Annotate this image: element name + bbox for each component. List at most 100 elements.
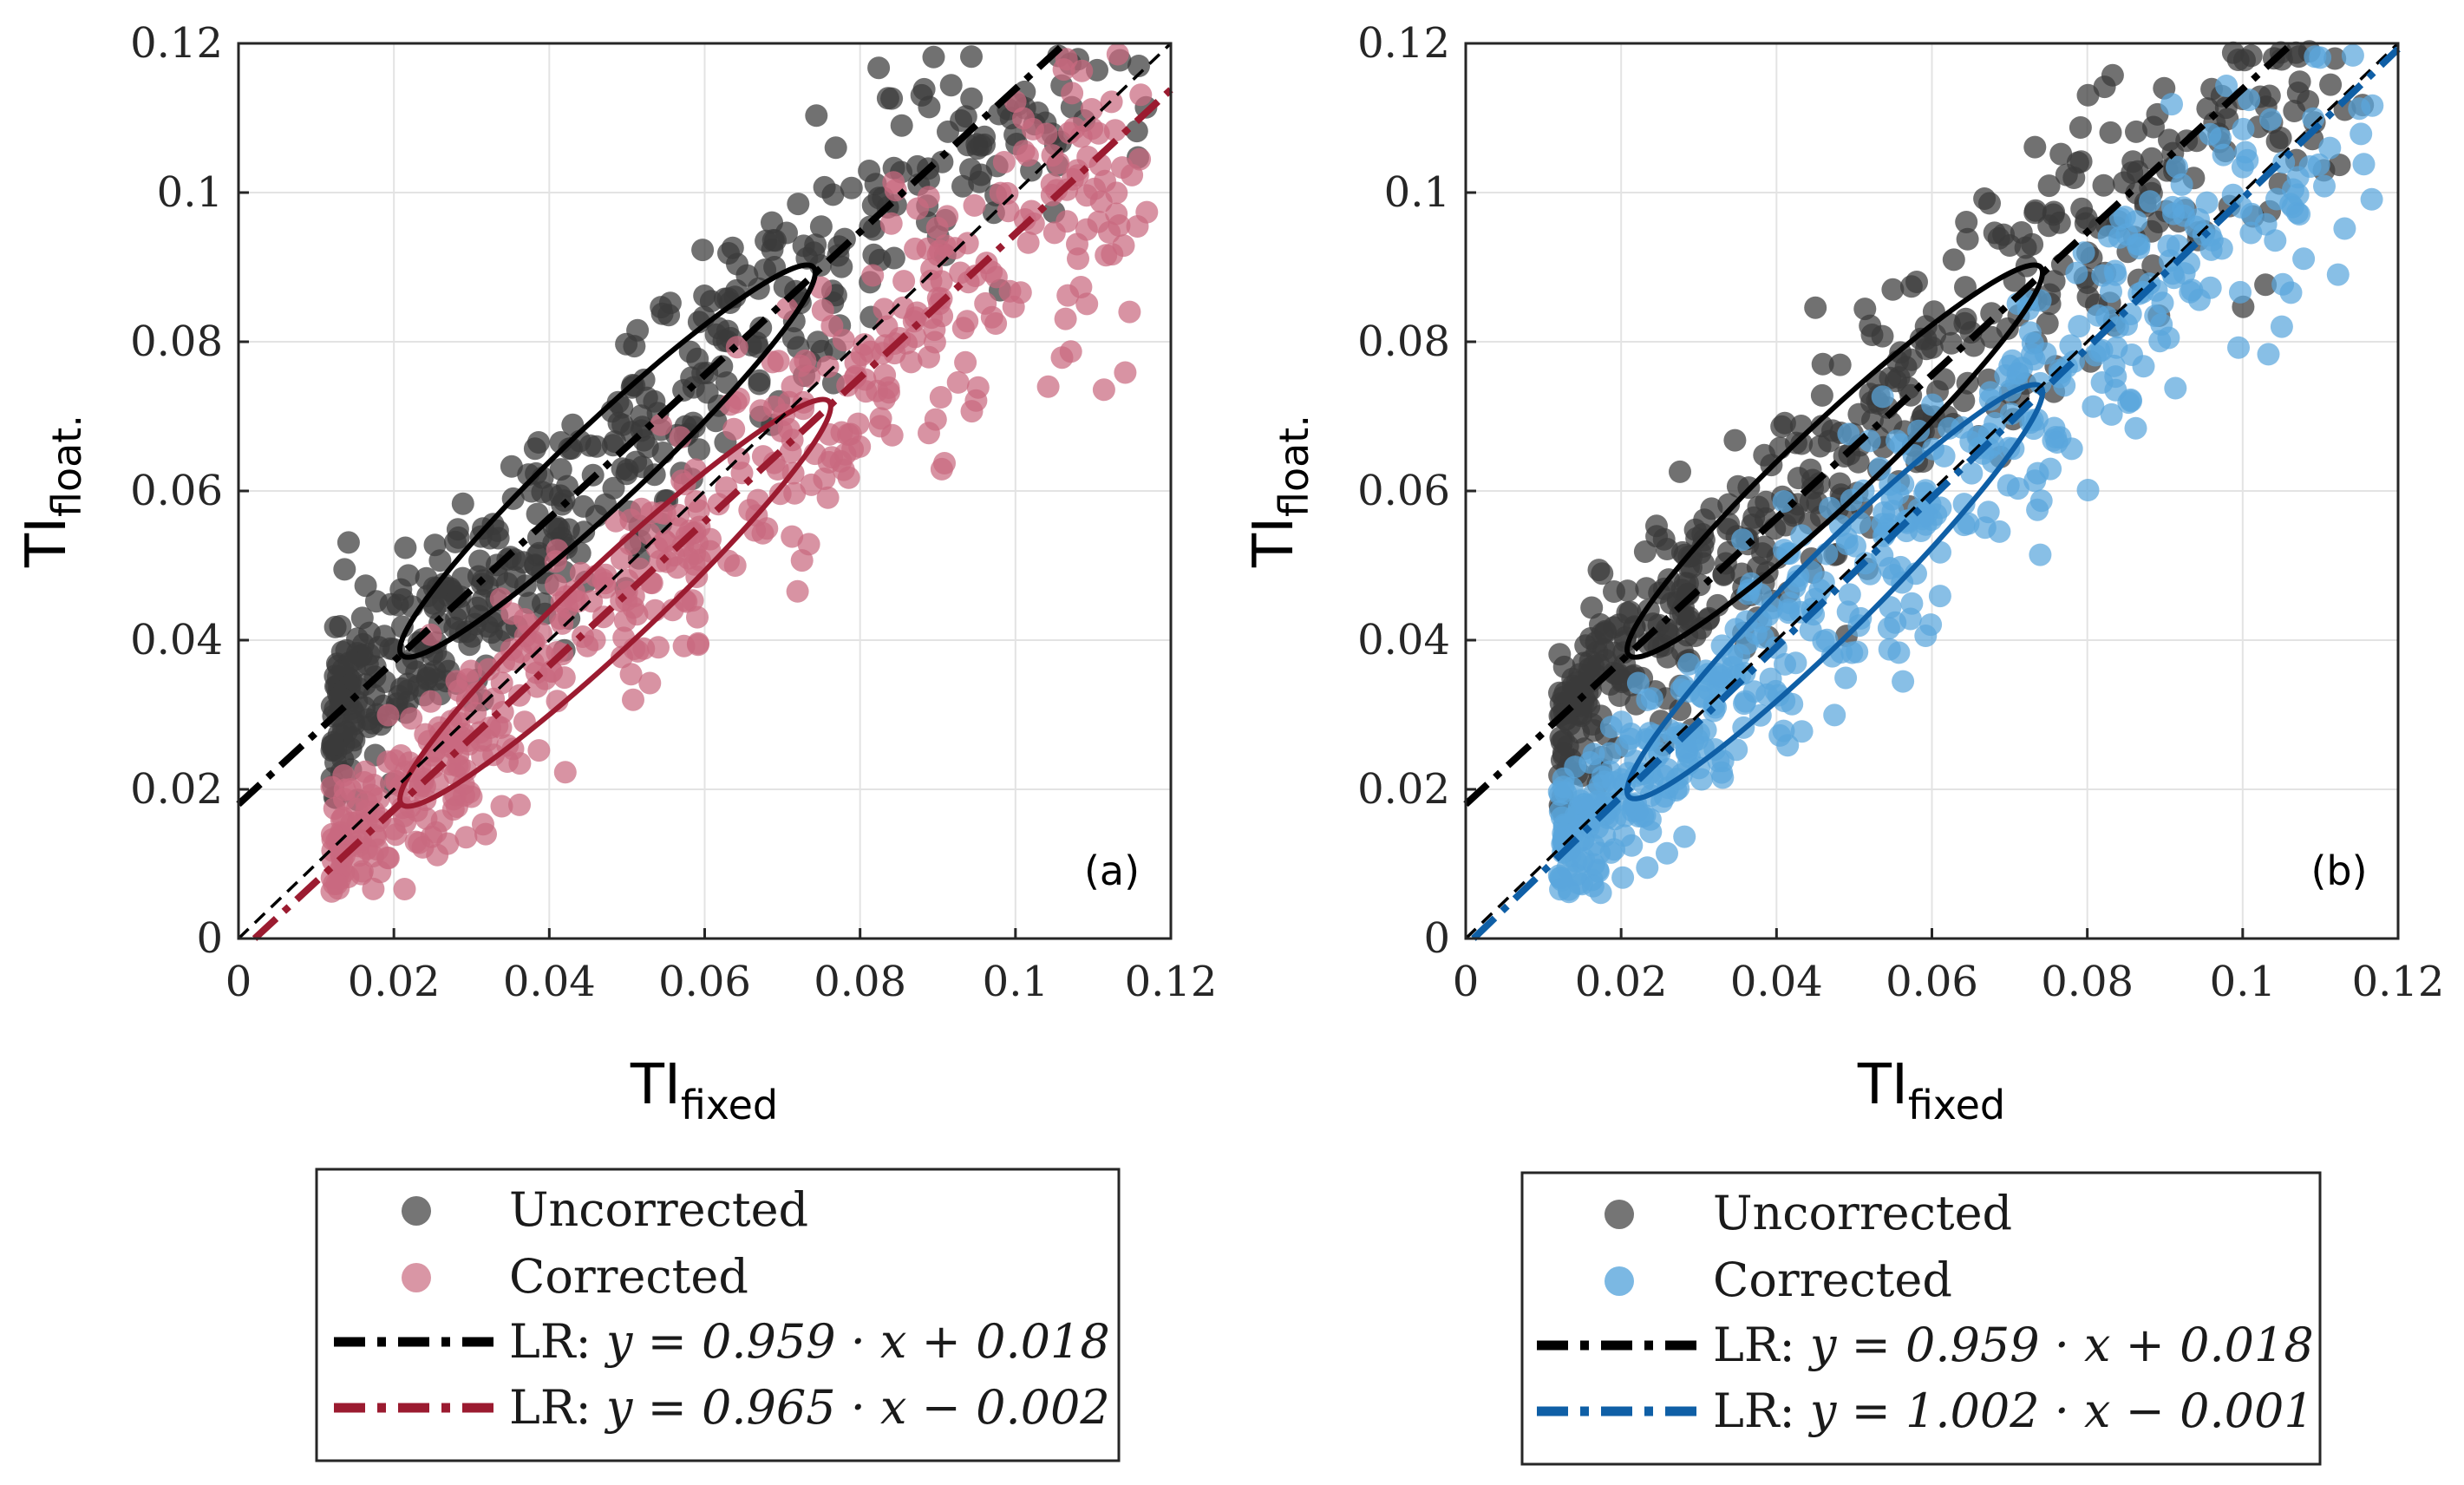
- reference-line-1to1: [237, 42, 1173, 940]
- corrected-point: [811, 298, 834, 322]
- corrected-point: [650, 413, 673, 436]
- uncorrected-point: [354, 574, 377, 598]
- corrected-point: [362, 877, 385, 900]
- uncorrected-point: [1125, 120, 1148, 143]
- uncorrected-point: [335, 638, 358, 662]
- corrected-point: [2115, 313, 2138, 337]
- uncorrected-point: [657, 304, 681, 327]
- corrected-point: [786, 579, 809, 603]
- uncorrected-point: [2141, 254, 2165, 278]
- corrected-point: [1054, 307, 1077, 330]
- corrected-point: [1611, 866, 1635, 889]
- uncorrected-point: [391, 588, 415, 612]
- corrected-point: [625, 603, 649, 626]
- corrected-point: [1593, 824, 1617, 847]
- uncorrected-point: [394, 536, 417, 559]
- legend-label-lr-uncorrected-b: LR: y = 0.959 · x + 0.018: [1713, 1318, 2314, 1372]
- uncorrected-point: [2023, 135, 2047, 159]
- corrected-point: [918, 345, 940, 369]
- corrected-point: [1878, 557, 1901, 579]
- corrected-point: [2313, 174, 2336, 198]
- x-axis-label-b: TIfixed: [1857, 1053, 2005, 1128]
- corrected-point: [2117, 391, 2140, 415]
- corrected-point: [1640, 687, 1663, 710]
- uncorrected-point: [350, 606, 374, 630]
- uncorrected-point: [2092, 173, 2115, 197]
- uncorrected-point: [890, 114, 913, 137]
- corrected-point: [1092, 378, 1115, 402]
- legend-box-a: [315, 1168, 1121, 1462]
- x-tick-label: 0: [225, 958, 252, 1006]
- corrected-point: [1772, 490, 1795, 514]
- corrected-point: [997, 200, 1020, 223]
- corrected-point: [2238, 88, 2261, 112]
- uncorrected-point: [1656, 645, 1679, 669]
- uncorrected-point: [500, 455, 523, 478]
- corrected-point: [333, 778, 356, 801]
- uncorrected-point: [527, 431, 550, 454]
- corrected-point: [2350, 122, 2373, 146]
- uncorrected-point: [558, 437, 581, 461]
- uncorrected-point: [1773, 411, 1796, 435]
- uncorrected-point: [939, 74, 963, 97]
- corrected-point: [1884, 611, 1907, 634]
- corrected-point: [384, 823, 408, 847]
- y-tick-label: 0: [1423, 914, 1450, 963]
- corrected-point: [1759, 667, 1782, 690]
- corrected-point: [1988, 520, 2011, 543]
- corrected-point: [1921, 393, 1944, 416]
- uncorrected-point: [781, 327, 805, 350]
- uncorrected-point: [1956, 227, 1979, 251]
- corrected-point: [1952, 493, 1976, 516]
- corrected-point: [2166, 155, 2188, 179]
- uncorrected-point: [1591, 562, 1614, 585]
- uncorrected-point: [2121, 150, 2145, 173]
- corrected-point: [767, 350, 790, 373]
- uncorrected-point: [1808, 435, 1832, 458]
- corrected-point: [1572, 828, 1594, 851]
- corrected-point: [490, 671, 513, 695]
- uncorrected-point: [748, 372, 771, 396]
- corrected-point: [2286, 166, 2310, 189]
- corrected-point: [1089, 190, 1113, 213]
- corrected-point: [873, 298, 896, 321]
- corrected-point: [832, 329, 855, 352]
- uncorrected-point: [1853, 298, 1877, 321]
- uncorrected-point: [2036, 311, 2059, 335]
- uncorrected-point: [1980, 302, 2003, 325]
- corrected-point: [687, 631, 709, 655]
- uncorrected-point: [1566, 676, 1590, 699]
- corrected-point: [1823, 703, 1846, 727]
- uncorrected-point: [721, 236, 744, 259]
- corrected-point: [1997, 474, 2020, 497]
- legend-label-uncorrected-b: Uncorrected: [1713, 1186, 2012, 1240]
- uncorrected-point: [1905, 271, 1928, 293]
- corrected-point: [1777, 599, 1801, 622]
- x-tick-label: 0.04: [503, 958, 596, 1006]
- corrected-point: [1012, 107, 1035, 130]
- legend-b: Uncorrected Corrected LR: y = 0.959 · x …: [1520, 1171, 2322, 1466]
- uncorrected-point: [951, 174, 974, 198]
- y-tick-label: 0: [196, 914, 223, 963]
- ellipse-uncorrected: [397, 262, 819, 660]
- ellipse-uncorrected: [1624, 262, 2046, 660]
- x-tick-label: 0.1: [2210, 958, 2276, 1006]
- uncorrected-point: [328, 685, 351, 709]
- uncorrected-point: [337, 531, 360, 554]
- corrected-point: [1725, 738, 1748, 762]
- corrected-point: [460, 659, 482, 683]
- corrected-point: [1056, 210, 1079, 233]
- corrected-point: [2221, 183, 2245, 206]
- corrected-point: [376, 750, 400, 774]
- y-tick-label: 0.08: [130, 317, 223, 366]
- uncorrected-point: [1723, 428, 1747, 452]
- corrected-point: [2341, 43, 2364, 67]
- uncorrected-point: [2023, 199, 2047, 222]
- corrected-point: [1128, 147, 1152, 171]
- legend-a: Uncorrected Corrected LR: y = 0.959 · x …: [315, 1168, 1121, 1462]
- uncorrected-point: [1787, 467, 1810, 490]
- corrected-point: [779, 441, 802, 464]
- y-tick-label: 0.12: [130, 19, 223, 68]
- x-axis-label-a: TIfixed: [630, 1053, 778, 1128]
- uncorrected-point: [2076, 83, 2100, 107]
